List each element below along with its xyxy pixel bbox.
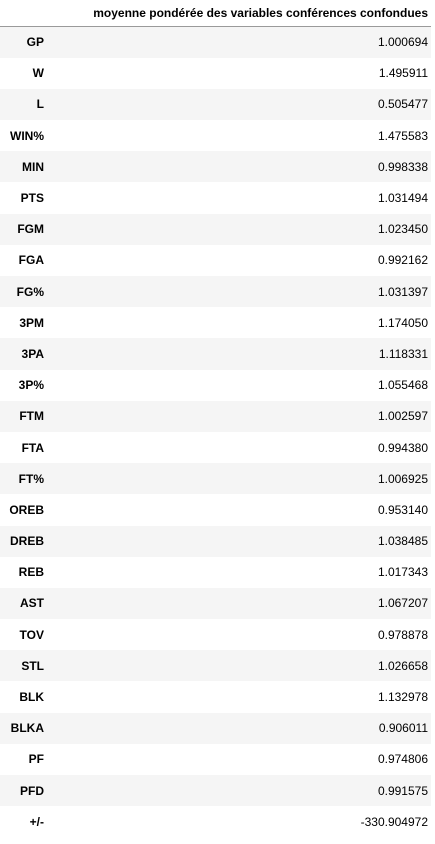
row-value: 1.174050 xyxy=(377,315,428,330)
table-row: WIN% 1.475583 xyxy=(0,120,431,152)
row-value: 1.038485 xyxy=(377,534,428,549)
row-value: 1.055468 xyxy=(377,378,428,393)
row-value: 1.067207 xyxy=(377,596,428,611)
row-label: GP xyxy=(26,35,44,50)
table-row: 3PA 1.118331 xyxy=(0,338,431,370)
row-value: 1.031397 xyxy=(377,284,428,299)
row-value: 1.475583 xyxy=(377,128,428,143)
row-label: FG% xyxy=(16,284,44,299)
table-row: FTA 0.994380 xyxy=(0,431,431,464)
row-label: 3PM xyxy=(19,315,44,330)
table-row: GP 1.000694 xyxy=(0,26,431,58)
row-label: FTA xyxy=(21,440,44,455)
table-row: FG% 1.031397 xyxy=(0,276,431,308)
table-row: MIN 0.998338 xyxy=(0,151,431,183)
table-row: FT% 1.006925 xyxy=(0,463,431,495)
table-body: GP 1.000694 W 1.495911 L 0.505477 WIN% 1.475583… xyxy=(0,26,431,838)
table-row: W 1.495911 xyxy=(0,57,431,89)
table-row: BLKA 0.906011 xyxy=(0,712,431,744)
row-value: 0.998338 xyxy=(377,159,428,174)
row-value: 1.118331 xyxy=(378,346,428,361)
row-label: REB xyxy=(18,565,44,580)
table-row: AST 1.067207 xyxy=(0,587,431,620)
table-row: FTM 1.002597 xyxy=(0,400,431,432)
row-label: FTM xyxy=(19,409,44,424)
row-label: DREB xyxy=(9,534,44,549)
row-value: 0.991575 xyxy=(377,783,428,798)
row-label: AST xyxy=(20,596,44,611)
header-row: moyenne pondérée des variables conférenc… xyxy=(0,0,431,27)
table-row: OREB 0.953140 xyxy=(0,494,431,526)
table-header: moyenne pondérée des variables conférenc… xyxy=(0,0,431,27)
row-value: -330.904972 xyxy=(360,814,428,829)
row-value: 0.994380 xyxy=(377,440,428,455)
row-label: PFD xyxy=(20,783,44,798)
table-row: DREB 1.038485 xyxy=(0,525,431,557)
table-row: PFD 0.991575 xyxy=(0,775,431,807)
row-value: 1.017343 xyxy=(377,565,428,580)
row-value: 1.026658 xyxy=(377,658,428,673)
table-row: PF 0.974806 xyxy=(0,743,431,775)
row-label: OREB xyxy=(9,502,44,517)
row-label: FGA xyxy=(18,253,44,268)
table-row: 3PM 1.174050 xyxy=(0,307,431,339)
row-value: 0.974806 xyxy=(377,752,428,767)
table-row: FGM 1.023450 xyxy=(0,213,431,245)
index-header xyxy=(0,0,50,27)
row-label: PF xyxy=(28,752,44,767)
row-value: 1.000694 xyxy=(377,35,428,50)
row-value: 0.978878 xyxy=(377,627,428,642)
row-label: TOV xyxy=(19,627,44,642)
row-value: 0.505477 xyxy=(377,97,428,112)
row-value: 0.992162 xyxy=(377,253,428,268)
row-label: +/- xyxy=(29,814,44,829)
table-row: FGA 0.992162 xyxy=(0,244,431,276)
row-label: PTS xyxy=(20,191,44,206)
row-value: 0.906011 xyxy=(378,721,428,736)
row-label: FT% xyxy=(18,471,44,486)
row-value: 1.031494 xyxy=(377,191,428,206)
table-row: TOV 0.978878 xyxy=(0,619,431,651)
row-label: 3PA xyxy=(21,346,44,361)
row-value: 1.006925 xyxy=(377,471,428,486)
row-label: FGM xyxy=(17,222,44,237)
table-row: L 0.505477 xyxy=(0,88,431,121)
table-row: STL 1.026658 xyxy=(0,650,431,682)
table-row: +/- -330.904972 xyxy=(0,806,431,838)
row-label: 3P% xyxy=(18,378,44,393)
row-label: WIN% xyxy=(10,128,44,143)
row-label: L xyxy=(36,97,44,112)
row-value: 1.495911 xyxy=(378,66,428,81)
row-label: BLK xyxy=(19,690,44,705)
row-label: W xyxy=(32,66,44,81)
row-label: MIN xyxy=(22,159,44,174)
table-row: 3P% 1.055468 xyxy=(0,369,431,401)
row-value: 1.023450 xyxy=(377,222,428,237)
table-row: PTS 1.031494 xyxy=(0,182,431,214)
row-label: STL xyxy=(21,658,44,673)
row-value: 0.953140 xyxy=(377,502,428,517)
row-value: 1.002597 xyxy=(377,409,428,424)
row-label: BLKA xyxy=(10,721,44,736)
column-header: moyenne pondérée des variables conférenc… xyxy=(50,0,431,27)
row-value: 1.132978 xyxy=(377,690,428,705)
table-row: REB 1.017343 xyxy=(0,556,431,588)
table-row: BLK 1.132978 xyxy=(0,681,431,713)
